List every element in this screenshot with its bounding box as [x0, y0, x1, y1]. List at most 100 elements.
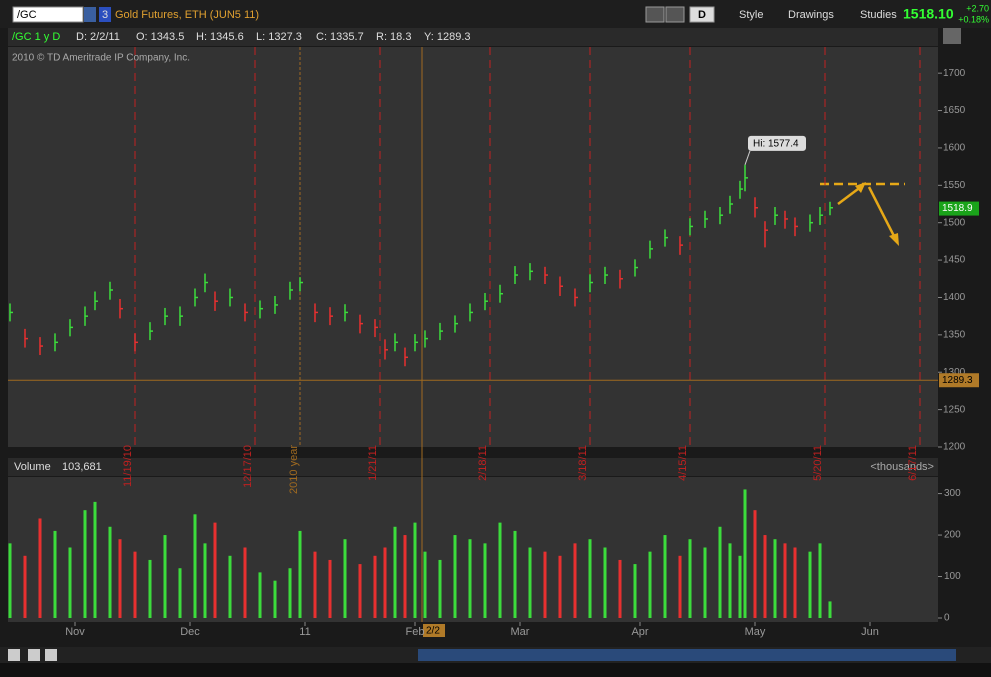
link-number[interactable]: 3 [102, 9, 108, 21]
scroll-thumb[interactable] [418, 649, 956, 661]
volume-bar [688, 539, 692, 618]
month-label: Apr [631, 626, 648, 638]
y-tick-label: 300 [944, 488, 961, 499]
volume-bar [163, 535, 167, 618]
volume-bar [118, 539, 122, 618]
cursor-price-tag [939, 373, 979, 388]
period-button[interactable] [689, 6, 715, 23]
net-change: +2.70 [966, 3, 989, 13]
status-bar [0, 663, 991, 677]
dropdown[interactable] [84, 7, 96, 22]
volume-bar [148, 559, 152, 618]
drawings-button[interactable]: Drawings [788, 9, 834, 21]
volume-bar [228, 555, 232, 618]
panel-button[interactable] [943, 28, 961, 44]
volume-bar [728, 543, 732, 618]
tool-button[interactable] [665, 6, 685, 23]
volume-bar [133, 551, 137, 618]
info-field: H: 1345.6 [196, 31, 244, 43]
volume-bar [288, 568, 292, 618]
date-label: 3/18/11 [577, 445, 589, 481]
volume-bar [783, 543, 787, 618]
high-tag [748, 135, 806, 151]
volume-bar [258, 572, 262, 618]
instrument-name: Gold Futures, ETH (JUN5 11) [115, 9, 259, 21]
volume-bar [453, 535, 457, 618]
y-tick-label: 0 [944, 613, 950, 624]
volume-bar [438, 559, 442, 618]
y-tick-label: 1300 [943, 367, 966, 378]
cursor-price: 1289.3 [942, 375, 973, 386]
y-tick-label: 1450 [943, 255, 966, 266]
volume-bar [83, 510, 87, 618]
zoom-in-button[interactable] [28, 649, 40, 661]
cursor-date-tag [423, 624, 445, 637]
volume-bar [618, 559, 622, 618]
volume-bar [468, 539, 472, 618]
volume-bar [273, 580, 277, 618]
volume-bar [403, 535, 407, 618]
y-tick-label: 1250 [943, 404, 966, 415]
volume-bar [558, 555, 562, 618]
volume-bar [648, 551, 652, 618]
y-tick-label: 1350 [943, 329, 966, 340]
date-label: 11/19/10 [122, 445, 134, 487]
volume-bar [573, 543, 577, 618]
y-tick-label: 200 [944, 530, 961, 541]
volume-panel [8, 477, 938, 622]
style-button[interactable]: Style [739, 9, 763, 21]
volume-bar [663, 535, 667, 618]
zoom-out-button[interactable] [45, 649, 57, 661]
volume-bar [243, 547, 247, 618]
volume-bar [588, 539, 592, 618]
zoom-button[interactable] [8, 649, 20, 661]
high-pointer [744, 150, 751, 165]
month-label: Dec [180, 626, 200, 638]
date-label: 12/17/10 [242, 445, 254, 488]
volume-bar [23, 555, 27, 618]
volume-units: <thousands> [870, 461, 934, 473]
volume-bar [703, 547, 707, 618]
tool-button[interactable] [645, 6, 665, 23]
volume-bar [68, 547, 72, 618]
volume-bar [793, 547, 797, 618]
volume-bar [818, 543, 822, 618]
volume-bar [543, 551, 547, 618]
month-label: Feb [406, 626, 425, 638]
month-label: Jun [861, 626, 879, 638]
month-label: Mar [511, 626, 530, 638]
info-field: Y: 1289.3 [424, 31, 471, 43]
volume-bar [313, 551, 317, 618]
studies-button[interactable]: Studies [860, 9, 897, 21]
volume-bar [343, 539, 347, 618]
info-field: R: 18.3 [376, 31, 411, 43]
volume-bar [53, 530, 57, 618]
volume-bar [213, 522, 217, 618]
percent-change: +0.18% [958, 14, 989, 24]
link-box[interactable] [99, 7, 111, 22]
volume-bar [298, 530, 302, 618]
high-label: Hi: 1577.4 [753, 138, 799, 149]
volume-bar [528, 547, 532, 618]
copyright: 2010 © TD Ameritrade IP Company, Inc. [12, 53, 190, 64]
toolbar [0, 0, 991, 28]
date-label: 2/18/11 [477, 445, 489, 481]
year-label: 2010 year [288, 445, 300, 494]
volume-bar [773, 539, 777, 618]
drawn-arrow[interactable] [867, 186, 897, 239]
volume-bar [393, 526, 397, 618]
volume-bar [358, 564, 362, 618]
y-tick-label: 1600 [943, 143, 966, 154]
volume-bar [108, 526, 112, 618]
symbol[interactable]: /GC [17, 9, 37, 21]
volume-bar [828, 601, 832, 618]
volume-bar [383, 547, 387, 618]
volume-bar [423, 551, 427, 618]
volume-bar [743, 489, 747, 618]
volume-bar [373, 555, 377, 618]
y-tick-label: 1550 [943, 180, 966, 191]
period[interactable]: D [698, 9, 706, 21]
last-price-tag [939, 201, 979, 216]
symbol-box[interactable] [12, 6, 84, 23]
info-field: C: 1335.7 [316, 31, 364, 43]
